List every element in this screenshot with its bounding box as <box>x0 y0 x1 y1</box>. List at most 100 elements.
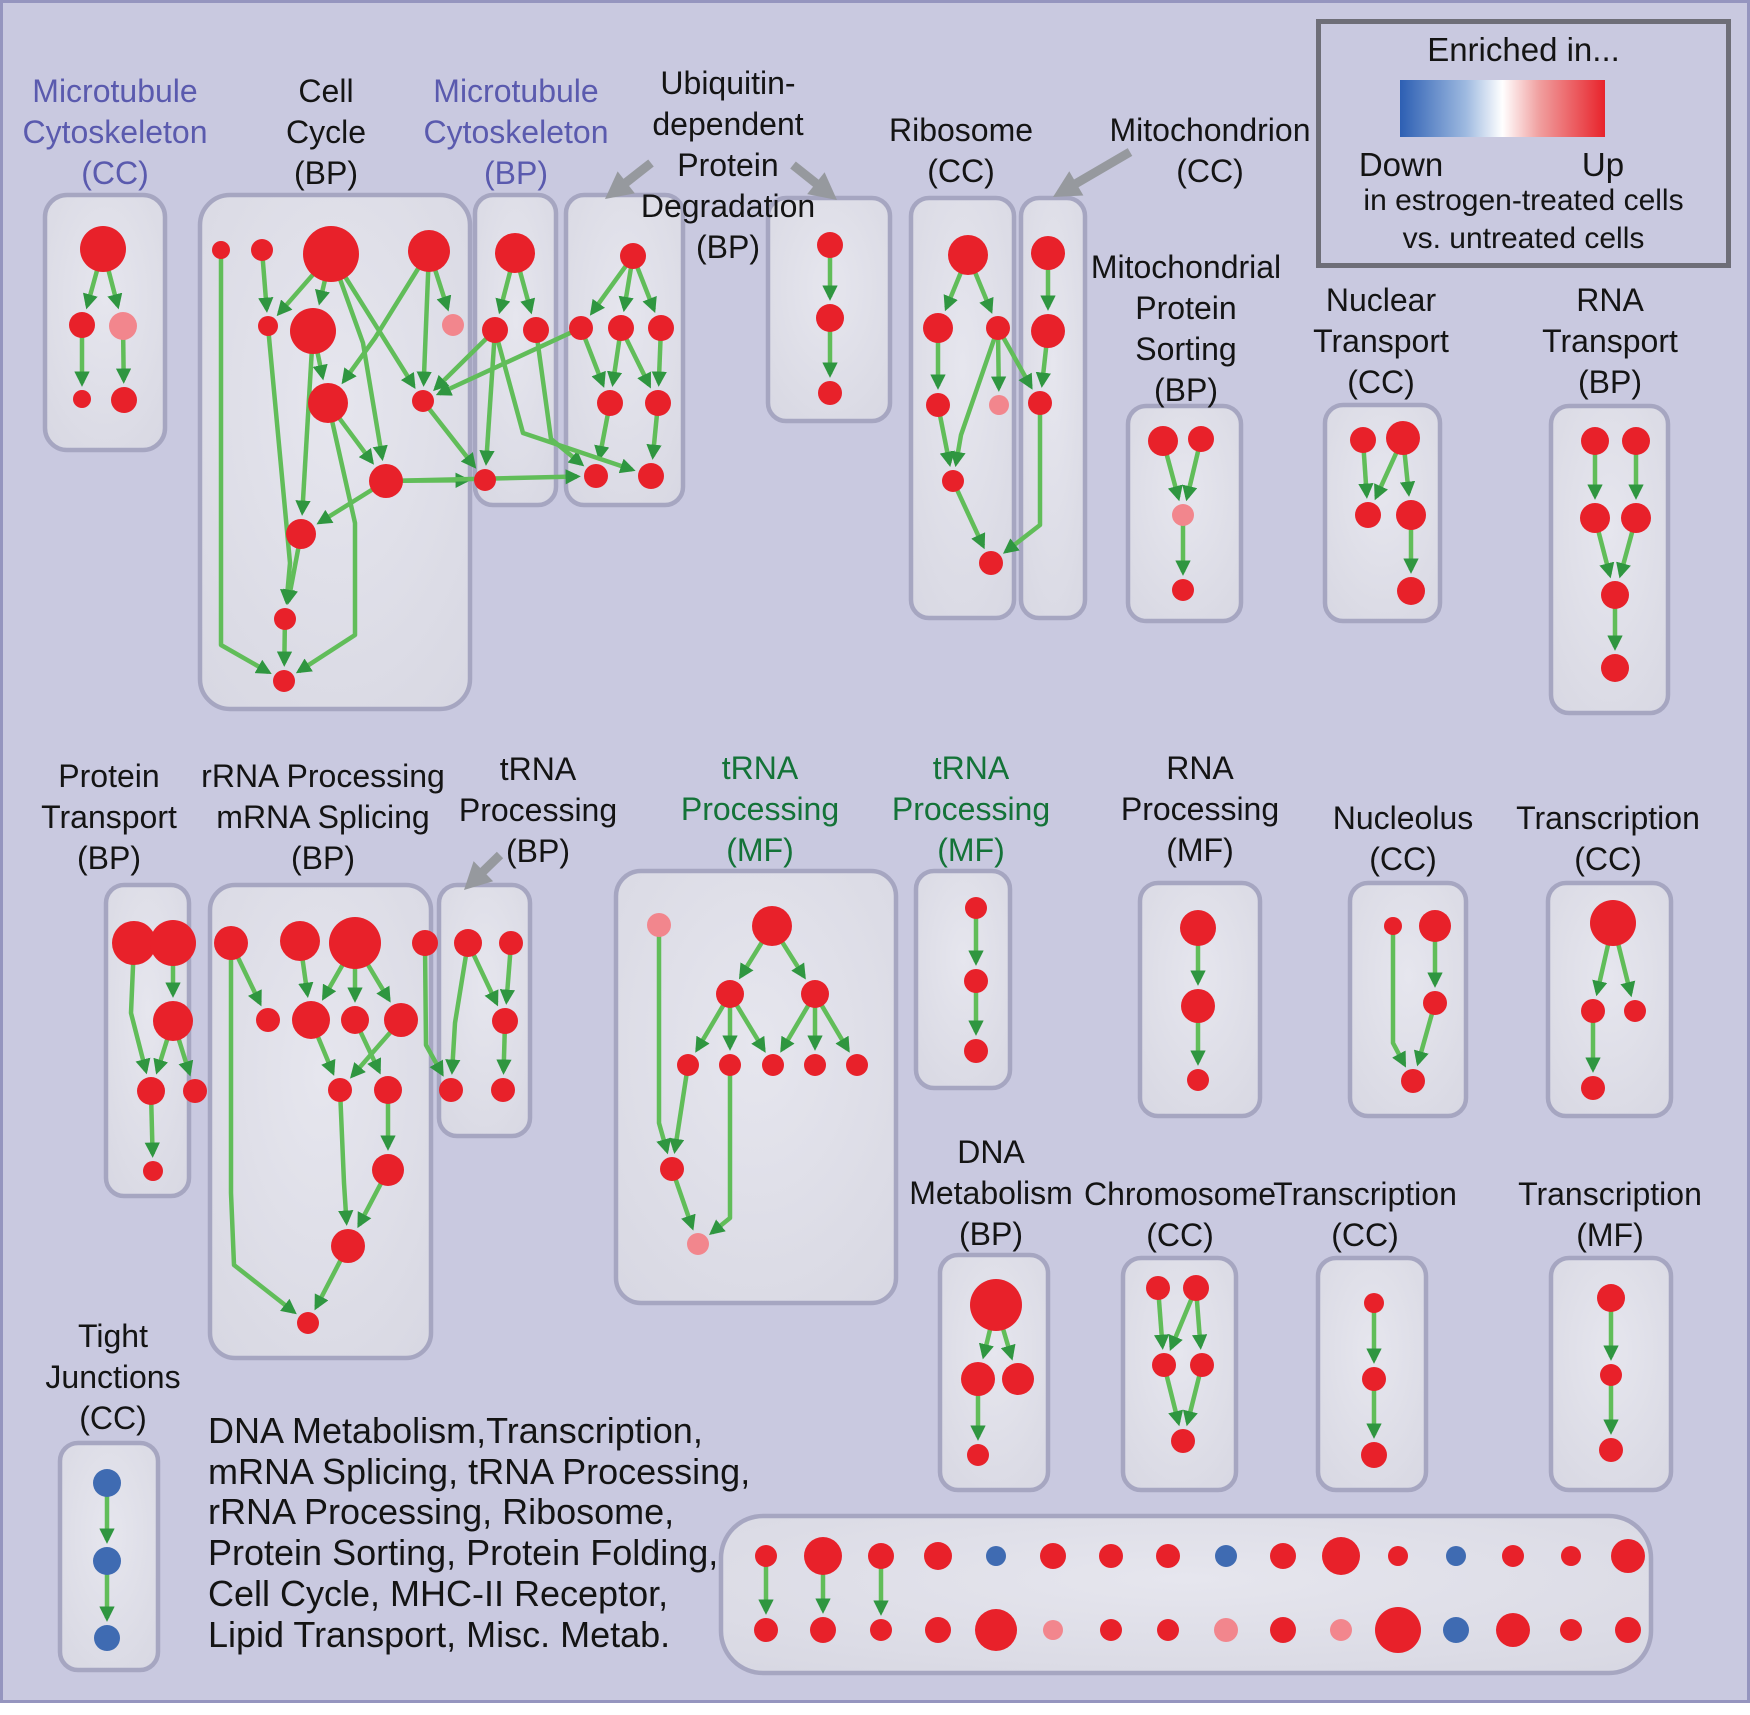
cluster-box-mitochondrion-cc <box>1018 195 1088 621</box>
go-term-node <box>1581 999 1605 1023</box>
go-term-node <box>1397 577 1425 605</box>
go-term-node <box>94 1625 120 1651</box>
go-edge <box>1153 1298 1170 1350</box>
go-term-node <box>492 1008 518 1034</box>
go-edge <box>646 414 662 460</box>
go-edge <box>1616 530 1635 579</box>
go-term-node <box>341 1006 369 1034</box>
go-term-node <box>214 926 248 960</box>
go-term-node <box>523 317 549 343</box>
go-term-node <box>93 1547 121 1575</box>
go-term-node <box>482 317 508 343</box>
go-term-node <box>93 1469 121 1497</box>
go-term-node <box>412 390 434 412</box>
go-term-node <box>964 1039 988 1063</box>
go-edge <box>495 270 513 315</box>
go-term-node <box>870 1619 892 1641</box>
go-edge <box>435 330 572 396</box>
go-term-node <box>1100 1619 1122 1641</box>
cluster-label-rrna-processing-mrna-splicing: rRNA Processing mRNA Splicing (BP) <box>201 758 445 876</box>
go-edge <box>218 258 272 675</box>
go-term-node <box>925 1617 951 1643</box>
go-term-node <box>620 243 646 269</box>
go-edge <box>495 341 636 474</box>
go-edge <box>312 352 328 381</box>
go-edge <box>106 269 123 310</box>
go-term-node <box>989 395 1009 415</box>
go-edge <box>341 266 421 385</box>
go-term-node <box>986 316 1010 340</box>
go-term-node <box>384 1003 418 1037</box>
cluster-label-rna-processing-mf: RNA Processing (MF) <box>1120 750 1280 868</box>
go-term-node <box>804 1537 842 1575</box>
legend-gradient-bar <box>1400 80 1605 137</box>
go-edge <box>1358 451 1374 499</box>
go-term-node <box>73 390 91 408</box>
go-term-node <box>1560 1619 1582 1641</box>
go-edge <box>338 1100 354 1226</box>
go-term-node <box>1180 910 1216 946</box>
go-term-node <box>412 930 438 956</box>
go-term-node <box>754 1618 778 1642</box>
go-edge <box>709 1075 733 1236</box>
go-term-node <box>137 1077 165 1105</box>
go-term-node <box>1362 1367 1386 1391</box>
annotation-arrow-head <box>1053 171 1084 197</box>
go-edge <box>153 1038 170 1075</box>
go-edge <box>295 352 314 516</box>
go-edge <box>1374 451 1399 501</box>
go-edge <box>594 414 610 462</box>
go-term-node <box>752 906 792 946</box>
go-term-node <box>292 1001 330 1039</box>
go-edge <box>357 1182 383 1229</box>
cluster-box-chromosome-cc <box>1120 1255 1239 1493</box>
cluster-box-trna-processing-mf-2 <box>913 868 1013 1091</box>
cluster-label-microtubule-cytoskeleton-bp: Microtubule Cytoskeleton (BP) <box>423 73 609 191</box>
go-term-node <box>1322 1537 1360 1575</box>
go-term-node <box>1031 236 1065 270</box>
go-edge <box>1182 1375 1202 1427</box>
go-edge <box>365 963 391 1003</box>
cluster-label-trna-processing-bp: tRNA Processing (BP) <box>458 751 618 869</box>
go-edge <box>1164 453 1183 502</box>
go-edge <box>144 1103 160 1158</box>
go-term-node <box>1446 1546 1466 1566</box>
cluster-box-transcription-cc-1 <box>1545 880 1674 1119</box>
go-term-node <box>1215 1545 1237 1567</box>
go-edge <box>517 270 536 315</box>
go-term-node <box>818 381 842 405</box>
go-term-node <box>297 1312 319 1334</box>
go-term-node <box>1214 1618 1238 1642</box>
go-term-node <box>1611 1539 1645 1573</box>
cluster-box-rrna-processing-mrna-splicing <box>207 882 434 1361</box>
cluster-label-mitochondrial-protein-sorting: Mitochondrial Protein Sorting (BP) <box>1090 249 1282 408</box>
go-term-node <box>1601 654 1629 682</box>
go-term-node <box>1183 1275 1209 1301</box>
go-term-node <box>1355 502 1381 528</box>
cluster-label-chromosome-cc: Chromosome (CC) <box>1083 1176 1277 1253</box>
cluster-label-cell-cycle: Cell Cycle (BP) <box>285 73 367 191</box>
go-term-node <box>303 226 359 282</box>
legend-title: Enriched in... <box>1427 31 1620 68</box>
go-term-node <box>923 313 953 343</box>
go-term-node <box>942 470 964 492</box>
go-term-node <box>1581 1076 1605 1100</box>
go-edge <box>298 959 314 998</box>
go-edge <box>479 341 497 466</box>
go-edge <box>937 415 955 468</box>
go-edge <box>316 487 374 525</box>
go-term-node <box>1600 1364 1622 1386</box>
go-edge <box>780 940 806 980</box>
go-term-node <box>1043 1620 1063 1640</box>
go-edge <box>496 1032 512 1075</box>
go-edge <box>669 1074 689 1154</box>
go-term-node <box>817 232 843 258</box>
go-term-node <box>1621 503 1651 533</box>
go-edge <box>115 338 132 384</box>
go-term-node <box>1443 1617 1469 1643</box>
legend-up-label: Up <box>1581 146 1625 183</box>
go-edge <box>445 955 469 1075</box>
cluster-box-rna-transport <box>1548 403 1671 716</box>
go-term-node <box>868 1543 894 1569</box>
